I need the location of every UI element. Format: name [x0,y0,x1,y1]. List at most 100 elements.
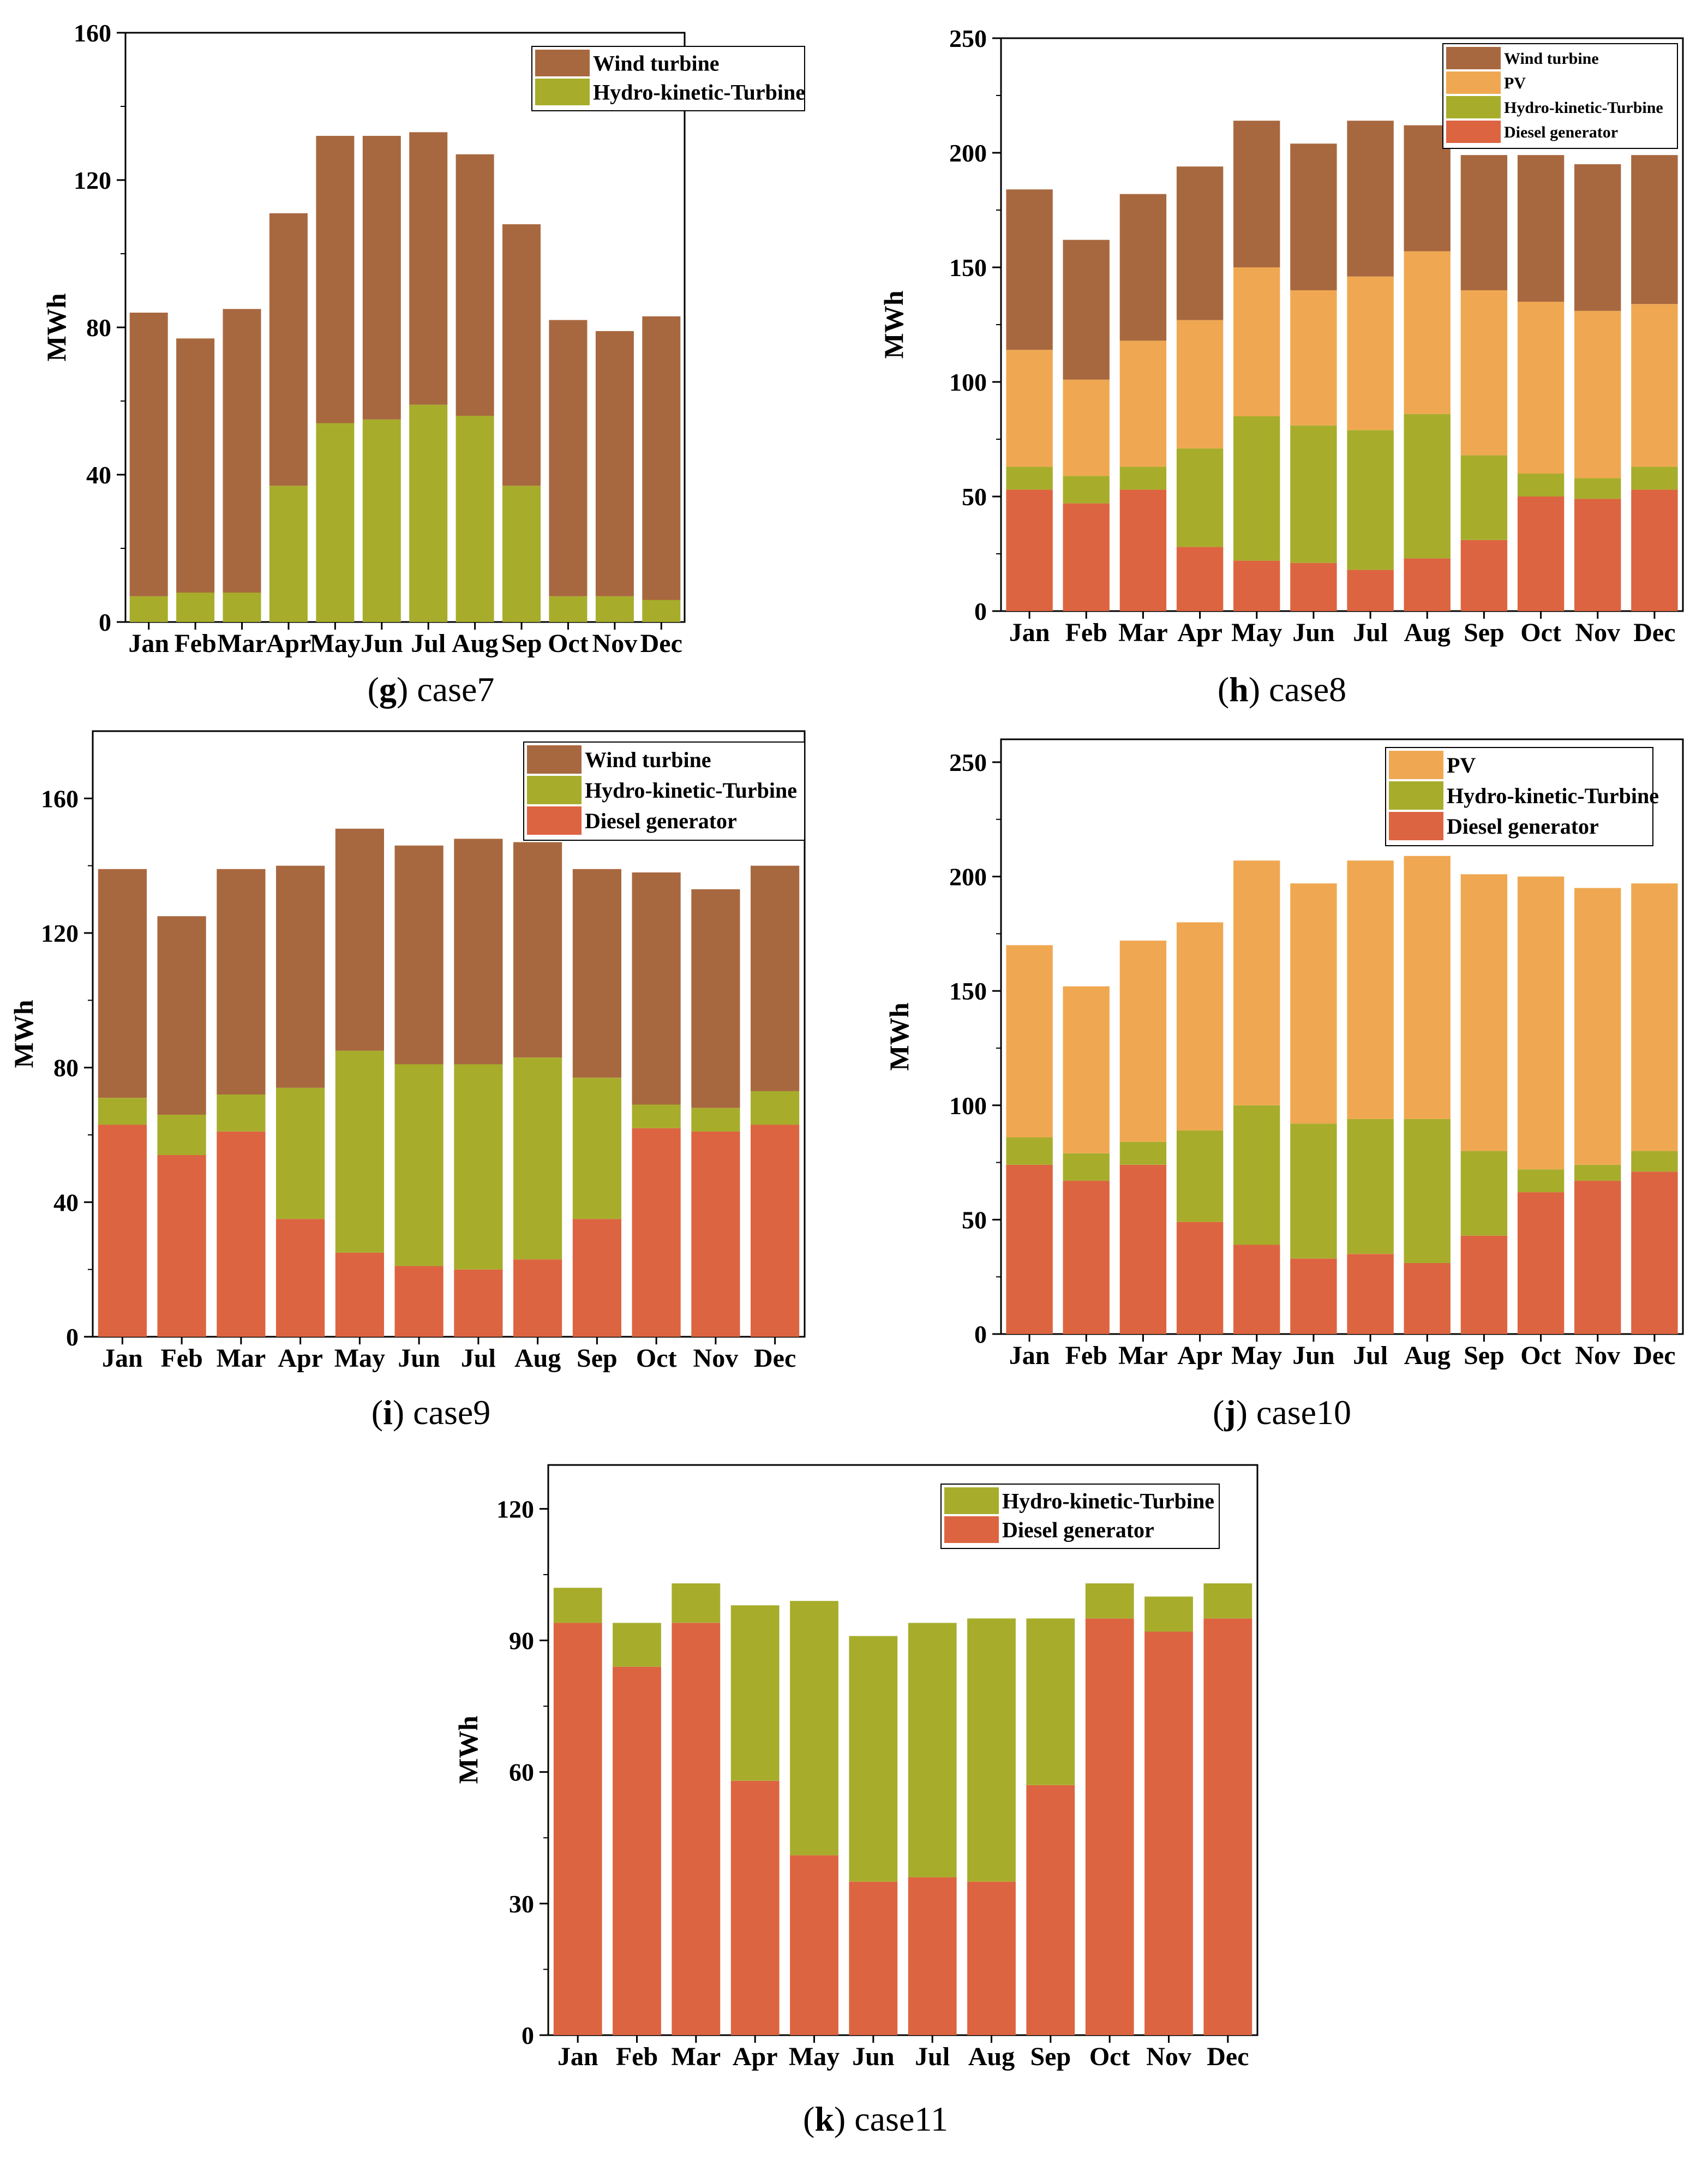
x-tick-label: Oct [636,1344,677,1373]
bar-segment-sep [1460,290,1508,456]
y-tick-label: 40 [53,1188,79,1216]
x-tick-label: Jun [1292,618,1334,647]
bar-segment-jan [129,313,168,596]
y-tick-label: 160 [41,785,79,812]
bar-segment-sep [572,1078,621,1219]
x-tick-label: Apr [278,1344,323,1373]
legend-swatch [527,806,582,835]
x-tick-label: Sep [1464,618,1505,647]
bar-segment-jan [1006,1164,1053,1334]
bar-segment-feb [157,1115,206,1155]
legend-swatch [1446,121,1501,143]
bar-segment-oct [1517,876,1565,1170]
bar-segment-may [1233,267,1280,416]
bar-segment-nov [691,889,740,1108]
bar-segment-mar [1119,194,1167,341]
bar-segment-aug [1404,558,1451,611]
x-tick-label: Aug [968,2042,1015,2071]
bar-segment-nov [1144,1596,1193,1632]
y-tick-label: 40 [86,461,111,489]
bar-segment-jan [129,596,168,623]
bar-segment-oct [632,872,681,1105]
bar-segment-sep [572,1219,621,1337]
bar-segment-may [790,1601,838,1856]
legend-label: Hydro-kinetic-Turbine [1504,99,1663,117]
plot-frame [1000,738,1684,1335]
bar-segment-sep [1460,155,1508,290]
bar-segment-mar [1119,1164,1167,1334]
bar-segment-jan [1006,467,1053,490]
legend-swatch [535,50,590,76]
y-tick-label: 80 [53,1054,79,1082]
y-axis-label: MWh [8,1000,39,1068]
bar-segment-feb [1063,503,1110,611]
legend-swatch [1446,96,1501,118]
x-tick-label: Nov [693,1344,739,1373]
bar-segment-sep [1460,1235,1508,1334]
bar-segment-jan [1006,489,1053,611]
bar-segment-jun [362,419,401,623]
bar-segment-aug [967,1881,1016,2035]
bar-segment-oct [1085,1618,1134,2035]
bar-segment-dec [1631,467,1678,490]
bar-segment-jan [1006,945,1053,1138]
bar-segment-aug [1404,1263,1451,1334]
legend-label: Diesel generator [1447,814,1599,839]
bar-segment-jul [454,1269,503,1337]
x-tick-label: Mar [217,1344,266,1373]
bar-segment-mar [1119,489,1167,611]
bar-segment-aug [1404,1119,1451,1263]
bar-segment-oct [1517,497,1565,611]
y-axis-label: MWh [453,1715,483,1784]
bar-segment-aug [1404,251,1451,414]
x-tick-label: Jun [398,1344,440,1373]
bar-segment-sep [1026,1618,1075,1785]
bar-segment-dec [1203,1583,1252,1619]
bar-segment-mar [1119,1141,1167,1165]
bar-segment-jun [1290,143,1337,290]
bar-segment-jul [1347,570,1394,611]
y-tick-label: 160 [74,19,111,47]
x-tick-label: Jun [361,629,403,658]
bar-segment-aug [1404,856,1451,1119]
y-tick-label: 120 [496,1495,534,1523]
x-tick-label: Jul [1353,1341,1388,1370]
legend-label: Hydro-kinetic-Turbine [585,778,797,803]
bar-segment-jul [1347,430,1394,570]
bar-segment-apr [1176,1222,1224,1334]
bar-segment-feb [176,338,215,593]
y-tick-label: 200 [949,863,987,891]
bar-segment-apr [269,486,308,623]
x-tick-label: Jan [128,629,169,658]
y-tick-label: 100 [949,368,987,396]
bar-segment-feb [157,916,206,1115]
bar-segment-feb [1063,1153,1110,1181]
legend-swatch [527,776,582,804]
bar-segment-jun [1290,425,1337,563]
bar-segment-mar [1119,467,1167,490]
bar-segment-sep [1460,540,1508,611]
plot-frame [92,730,806,1338]
x-tick-label: Jun [852,2042,894,2071]
y-tick-label: 150 [949,254,987,282]
bar-segment-dec [1631,883,1678,1151]
bar-segment-sep [1026,1785,1075,2035]
bar-segment-jul [454,1064,503,1270]
bar-segment-dec [751,1091,800,1125]
bar-segment-jul [1347,276,1394,430]
x-tick-label: Feb [616,2042,658,2071]
y-tick-label: 120 [74,166,111,194]
bar-segment-jun [394,845,444,1064]
x-tick-label: Dec [1633,618,1675,647]
x-tick-label: Mar [1118,618,1168,647]
bar-segment-jan [1006,350,1053,467]
bar-segment-jun [1290,883,1337,1124]
bar-segment-may [1233,1105,1280,1245]
bar-segment-feb [157,1155,206,1337]
x-tick-label: Aug [1404,618,1451,647]
bar-segment-dec [1631,1151,1678,1172]
bar-segment-jun [394,1064,444,1266]
x-tick-label: Dec [1207,2042,1249,2071]
bar-segment-may [1233,1245,1280,1334]
